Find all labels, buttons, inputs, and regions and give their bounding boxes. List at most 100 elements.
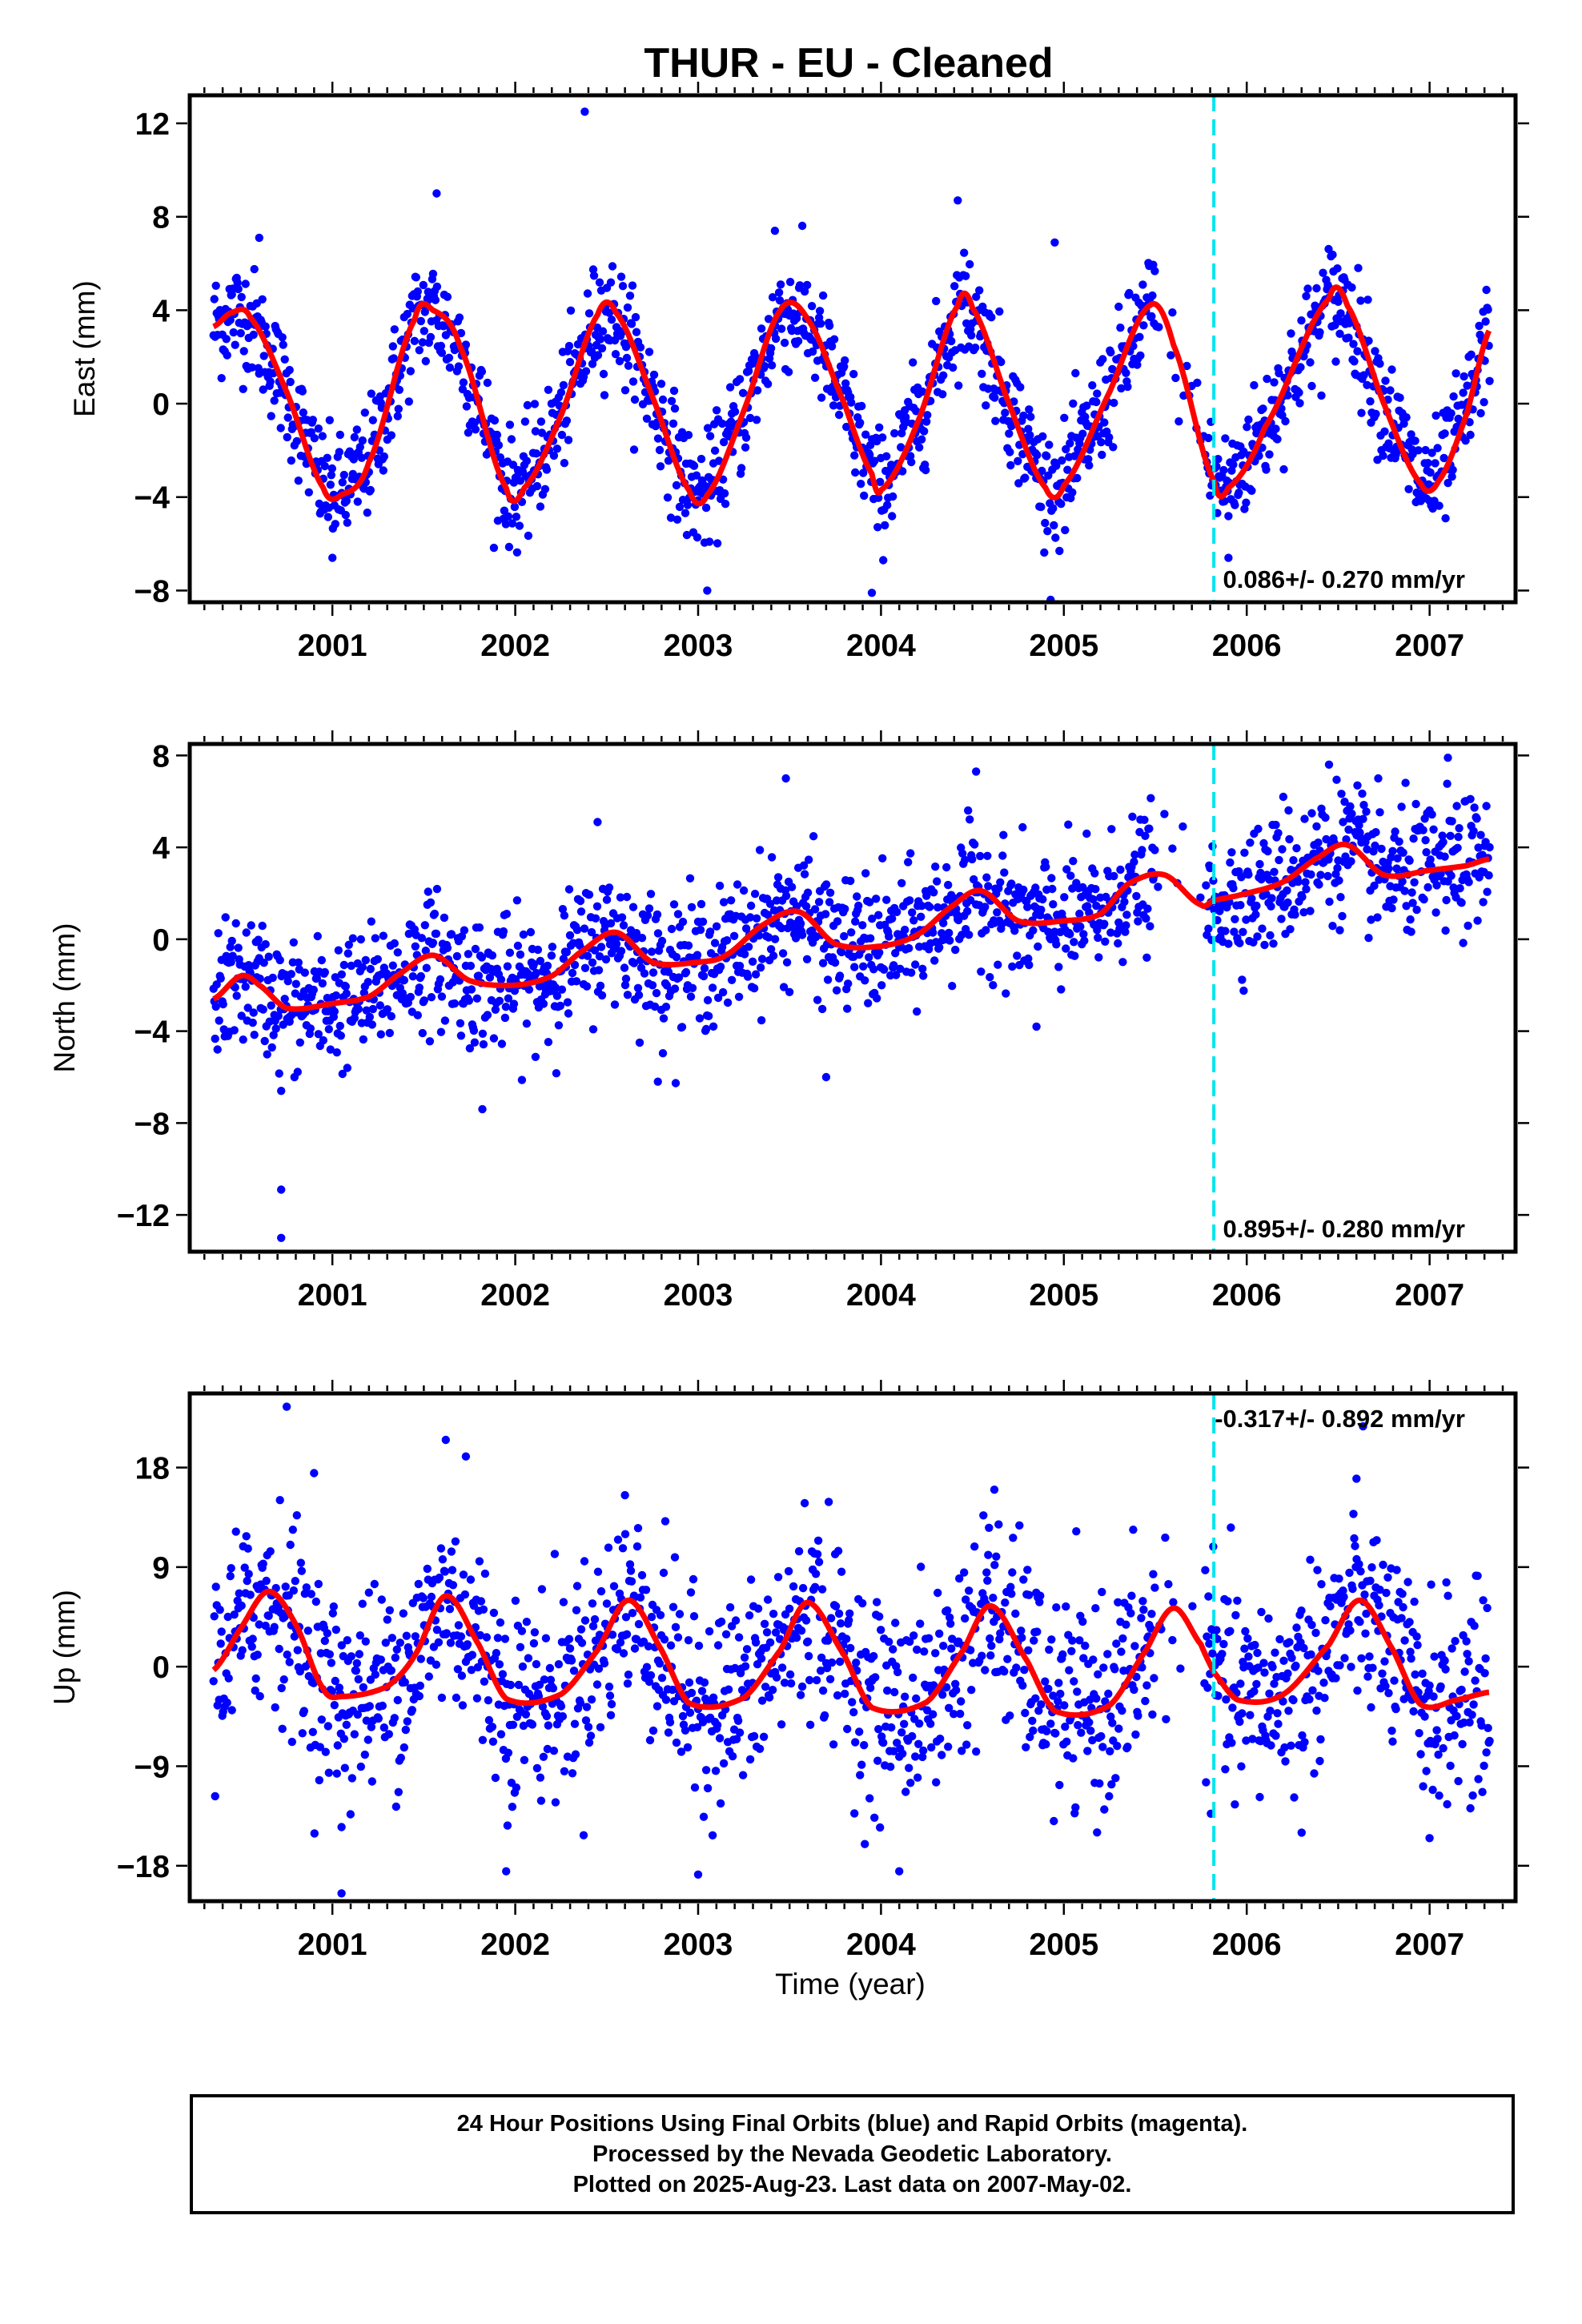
data-point xyxy=(982,401,990,410)
data-point xyxy=(1407,927,1415,936)
data-point xyxy=(455,313,464,322)
data-point xyxy=(384,1730,393,1739)
data-point xyxy=(720,489,729,498)
data-point xyxy=(1121,927,1130,936)
data-point xyxy=(1014,456,1022,465)
data-point xyxy=(659,1568,669,1578)
data-point xyxy=(558,1712,568,1721)
data-point xyxy=(251,1686,259,1695)
data-point xyxy=(1423,459,1432,468)
data-point xyxy=(712,406,721,415)
data-point xyxy=(1400,887,1409,895)
data-point xyxy=(1399,1602,1407,1612)
data-point xyxy=(1300,1738,1309,1747)
data-point xyxy=(621,1613,631,1622)
data-point xyxy=(954,196,962,205)
data-point xyxy=(292,436,301,446)
data-point xyxy=(514,1680,524,1690)
data-point xyxy=(1136,351,1145,360)
data-point xyxy=(1082,829,1091,838)
data-point xyxy=(538,1702,548,1711)
data-point xyxy=(829,1740,838,1749)
data-point xyxy=(781,774,790,783)
data-point xyxy=(627,320,636,328)
data-point xyxy=(663,493,673,502)
data-point xyxy=(853,892,861,901)
data-point xyxy=(427,993,436,1002)
data-point xyxy=(805,1675,814,1685)
data-point xyxy=(558,905,568,914)
data-point xyxy=(986,1634,994,1643)
data-point xyxy=(1419,826,1427,834)
data-point xyxy=(1452,802,1461,810)
data-point xyxy=(1346,802,1355,811)
data-point xyxy=(1137,1614,1146,1622)
y-tick-label: −8 xyxy=(135,574,170,609)
data-point xyxy=(917,912,926,922)
data-point xyxy=(1307,1650,1315,1659)
data-point xyxy=(1375,1585,1384,1594)
data-point xyxy=(424,1672,433,1681)
data-point xyxy=(842,422,851,432)
data-point xyxy=(975,286,984,295)
data-point xyxy=(1279,464,1288,474)
data-point xyxy=(564,341,574,351)
data-point xyxy=(633,983,643,993)
data-point xyxy=(1033,1627,1042,1636)
data-point xyxy=(776,280,785,289)
plot-frame xyxy=(187,93,1518,605)
data-point xyxy=(965,1586,974,1595)
data-point xyxy=(408,1706,416,1715)
data-point xyxy=(532,481,542,491)
data-point xyxy=(814,898,824,907)
data-point xyxy=(893,907,901,917)
data-point xyxy=(820,1711,829,1720)
data-point xyxy=(279,1020,287,1029)
data-point xyxy=(760,1619,769,1629)
data-point xyxy=(446,1638,456,1647)
data-point xyxy=(532,1763,542,1773)
data-point xyxy=(549,451,559,460)
data-point xyxy=(1473,916,1482,925)
data-point xyxy=(1231,501,1239,509)
data-point xyxy=(754,931,764,940)
data-point xyxy=(917,1562,926,1571)
data-point xyxy=(947,336,956,346)
data-point xyxy=(796,1691,805,1699)
data-point xyxy=(557,430,567,440)
data-point xyxy=(625,1560,635,1569)
data-point xyxy=(644,904,654,913)
data-point xyxy=(1143,904,1152,913)
data-point xyxy=(1296,363,1305,372)
data-point xyxy=(1037,1700,1046,1709)
data-point xyxy=(278,333,287,342)
data-point xyxy=(1221,927,1230,935)
data-point xyxy=(223,1699,231,1707)
data-point xyxy=(390,939,399,948)
data-point xyxy=(1457,899,1466,907)
data-point xyxy=(841,1689,849,1699)
data-point xyxy=(1360,1590,1369,1599)
data-point xyxy=(672,480,681,490)
data-point xyxy=(1147,1610,1156,1618)
data-point xyxy=(671,1622,681,1632)
data-point xyxy=(568,968,577,978)
data-point xyxy=(520,417,530,426)
data-point xyxy=(1204,433,1213,443)
data-point xyxy=(608,1630,617,1639)
data-point xyxy=(757,1654,766,1663)
data-point xyxy=(1362,1609,1371,1618)
data-point xyxy=(536,1796,546,1805)
data-point xyxy=(856,418,865,428)
data-point xyxy=(1433,1735,1442,1743)
data-point xyxy=(1442,1578,1451,1587)
data-point xyxy=(498,1670,508,1679)
data-point xyxy=(751,970,761,979)
data-point xyxy=(1009,1534,1018,1542)
data-point xyxy=(859,468,868,477)
data-point xyxy=(616,893,625,902)
data-point xyxy=(596,335,605,344)
data-point xyxy=(1464,878,1473,887)
data-point xyxy=(890,1687,899,1697)
data-point xyxy=(1049,900,1058,909)
